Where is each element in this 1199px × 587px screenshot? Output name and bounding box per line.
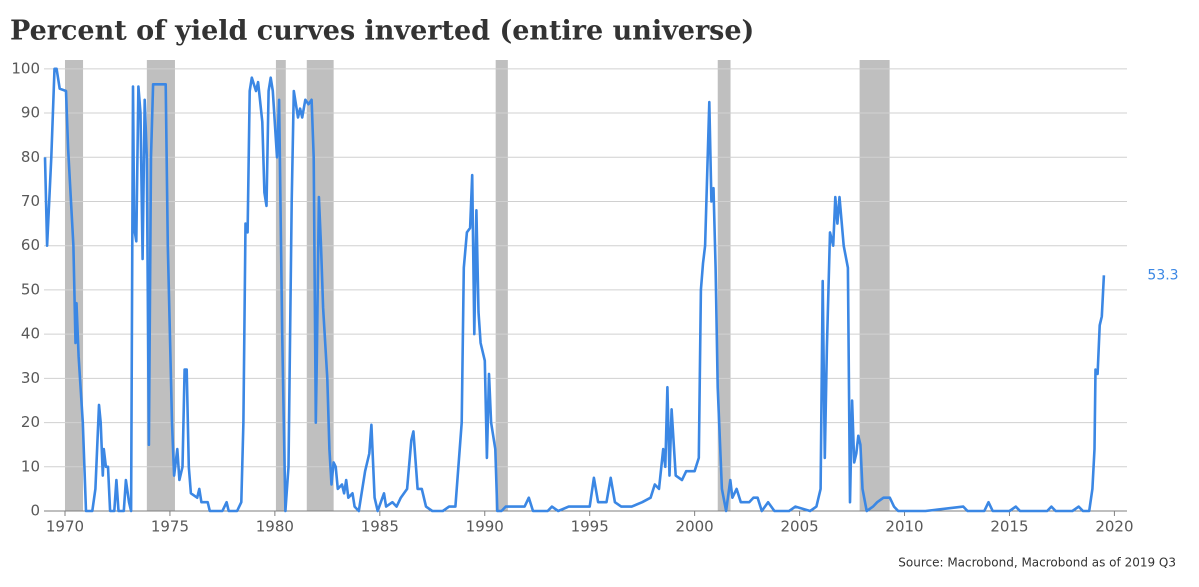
x-tick-label: 2015: [990, 518, 1028, 536]
x-tick-label: 1980: [256, 518, 294, 536]
x-tick-label: 2020: [1095, 518, 1133, 536]
x-tick-label: 1985: [361, 518, 399, 536]
x-tick-label: 2000: [676, 518, 714, 536]
recession-band: [495, 60, 508, 511]
x-tick-label: 1975: [151, 518, 189, 536]
recession-band: [859, 60, 890, 511]
y-tick-label: 60: [21, 236, 40, 254]
recession-band: [717, 60, 731, 511]
x-tick-label: 2005: [780, 518, 818, 536]
y-tick-label: 50: [21, 280, 40, 298]
y-tick-label: 70: [21, 192, 40, 210]
x-tick-label: 1990: [466, 518, 504, 536]
y-tick-label: 80: [21, 148, 40, 166]
source-note: Source: Macrobond, Macrobond as of 2019 …: [898, 556, 1176, 570]
x-tick-label: 1995: [571, 518, 609, 536]
y-tick-label: 20: [21, 413, 40, 431]
y-tick-label: 0: [30, 502, 40, 520]
y-tick-label: 10: [21, 457, 40, 475]
data-line: [43, 67, 1106, 513]
x-tick-label: 2010: [885, 518, 923, 536]
x-tick-label: 1970: [46, 518, 84, 536]
y-tick-label: 30: [21, 369, 40, 387]
y-tick-label: 90: [21, 104, 40, 122]
chart-title: Percent of yield curves inverted (entire…: [10, 16, 754, 47]
end-value-label: 53.3: [1147, 267, 1178, 283]
y-tick-label: 100: [11, 59, 40, 77]
y-tick-label: 40: [21, 325, 40, 343]
